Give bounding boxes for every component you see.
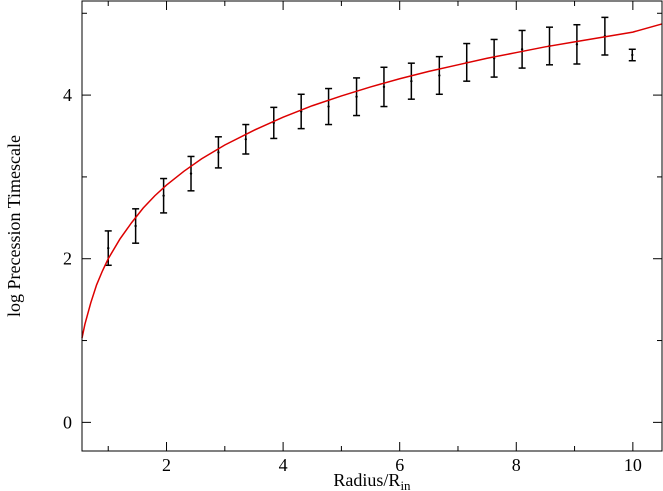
error-bar-point <box>407 62 415 100</box>
x-tick-label: 10 <box>624 455 642 475</box>
data-point <box>189 172 193 175</box>
data-point <box>107 246 110 250</box>
y-axis-label: log Precession Timescale <box>4 135 24 317</box>
y-tick-label: 2 <box>63 249 72 269</box>
error-bar-series <box>104 16 636 267</box>
y-axis-ticks: 0 2 4 <box>63 12 662 432</box>
data-point <box>631 53 634 57</box>
data-point <box>410 79 413 83</box>
data-point <box>382 85 386 89</box>
data-point <box>217 151 220 154</box>
error-bar-point <box>573 23 581 65</box>
data-point <box>162 194 165 197</box>
y-tick-label: 4 <box>63 85 72 105</box>
data-point <box>244 138 247 141</box>
x-axis-label: Radius/Rin <box>333 470 411 491</box>
data-point <box>520 48 524 51</box>
model-curve-layer <box>81 23 663 339</box>
y-tick-label: 0 <box>63 412 72 432</box>
error-bar-point <box>628 48 636 62</box>
error-bar-point <box>490 38 498 78</box>
error-bar-point <box>187 155 195 192</box>
plot-frame <box>81 0 663 452</box>
x-tick-label: 6 <box>395 455 404 475</box>
error-bar-point <box>435 55 443 96</box>
model-curve-line <box>81 23 663 339</box>
data-point <box>575 43 579 46</box>
error-bar-point <box>132 208 140 244</box>
error-bar-point <box>242 123 250 155</box>
x-tick-label: 2 <box>162 455 171 475</box>
x-tick-label: 4 <box>279 455 288 475</box>
data-point <box>134 224 137 228</box>
x-tick-label: 8 <box>512 455 521 475</box>
error-bar-point <box>353 77 361 117</box>
data-point <box>355 95 358 98</box>
error-bar-point <box>325 87 333 126</box>
error-bar-point <box>297 93 305 130</box>
data-point <box>327 105 330 108</box>
error-bar-point <box>380 66 388 108</box>
error-bar-point <box>160 177 168 214</box>
data-point <box>438 74 441 77</box>
error-bar-point <box>214 136 222 169</box>
x-axis-ticks: 2 4 6 8 10 <box>107 1 642 475</box>
error-bar-point <box>518 29 526 69</box>
